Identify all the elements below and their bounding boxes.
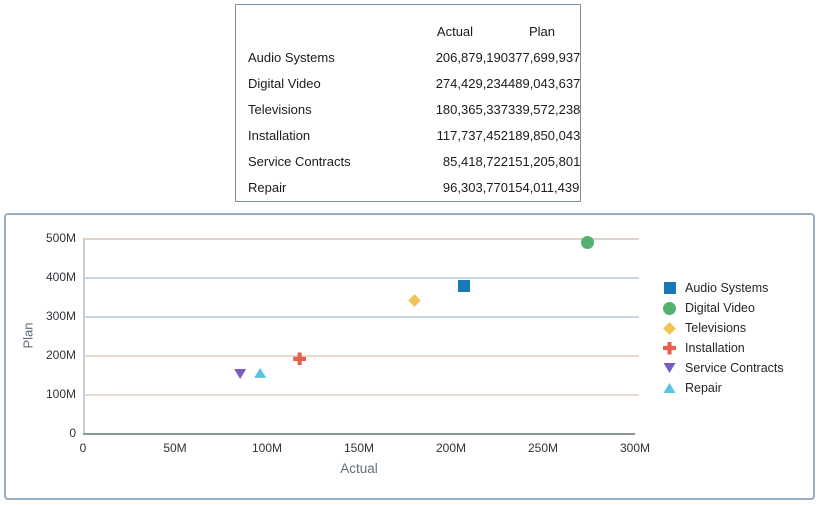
header-spacer: [236, 19, 402, 45]
x-axis-line: [83, 433, 635, 435]
x-tick-label: 150M: [343, 441, 375, 455]
y-tick-label: 400M: [45, 270, 76, 284]
plan-value: 339,572,238: [508, 102, 581, 117]
legend: Audio Systems Digital Video Televisions Ins…: [663, 278, 784, 398]
diamond-icon: [663, 321, 676, 335]
y-tick-label: 200M: [45, 348, 76, 362]
y-tick-label: 0: [69, 426, 76, 440]
data-point-installation[interactable]: [293, 352, 307, 366]
data-point-televisions[interactable]: [408, 294, 422, 307]
data-point-service-contracts[interactable]: [234, 369, 247, 380]
actual-value: 96,303,770: [442, 180, 508, 195]
legend-item-service-contracts[interactable]: Service Contracts: [663, 358, 784, 378]
legend-item-repair[interactable]: Repair: [663, 378, 784, 398]
scatter-chart-panel: 0 100M 200M 300M 400M 500M 0 50M 100M 150M 200M 25…: [4, 213, 815, 500]
gridline-300m: [83, 316, 639, 318]
legend-item-installation[interactable]: Installation: [663, 338, 784, 358]
actual-value: 206,879,190: [435, 50, 508, 65]
plan-value: 377,699,937: [508, 50, 581, 65]
column-header-actual: Actual: [436, 24, 474, 39]
row-label: Repair: [248, 180, 287, 195]
summary-table: Actual Plan Audio Systems 206,879,190 377,…: [236, 19, 580, 201]
triangle-down-icon: [663, 362, 676, 375]
legend-label: Installation: [685, 341, 745, 355]
plus-icon: [663, 341, 676, 355]
x-tick-label: 200M: [435, 441, 467, 455]
legend-label: Audio Systems: [685, 281, 769, 295]
legend-label: Digital Video: [685, 301, 755, 315]
actual-value: 85,418,722: [442, 154, 508, 169]
gridline-500m: [83, 238, 639, 240]
table-header-row: Actual Plan: [236, 19, 580, 45]
legend-item-digital-video[interactable]: Digital Video: [663, 298, 784, 318]
table-row: Audio Systems 206,879,190 377,699,937: [236, 45, 580, 71]
legend-item-audio-systems[interactable]: Audio Systems: [663, 278, 784, 298]
legend-label: Service Contracts: [685, 361, 784, 375]
row-label: Televisions: [248, 102, 312, 117]
column-header-plan: Plan: [528, 24, 556, 39]
table-row: Digital Video 274,429,234 489,043,637: [236, 71, 580, 97]
x-tick-label: 100M: [251, 441, 283, 455]
x-axis-title: Actual: [340, 461, 378, 476]
gridline-400m: [83, 277, 639, 279]
actual-value: 117,737,452: [436, 128, 508, 143]
legend-label: Televisions: [685, 321, 747, 335]
summary-table-panel: Actual Plan Audio Systems 206,879,190 377,…: [235, 4, 581, 202]
y-tick-label: 100M: [45, 387, 76, 401]
data-point-digital-video[interactable]: [581, 235, 595, 249]
table-row: Repair 96,303,770 154,011,439: [236, 175, 580, 201]
row-label: Digital Video: [248, 76, 321, 91]
row-label: Audio Systems: [248, 50, 335, 65]
y-tick-label: 500M: [45, 231, 76, 245]
circle-icon: [663, 301, 676, 315]
data-point-audio-systems[interactable]: [457, 279, 470, 292]
x-tick-label: 0: [79, 441, 87, 455]
gridline-200m: [83, 355, 639, 357]
plot-area: [83, 235, 635, 433]
table-row: Televisions 180,365,337 339,572,238: [236, 97, 580, 123]
actual-value: 180,365,337: [435, 102, 508, 117]
x-tick-label: 250M: [527, 441, 559, 455]
gridline-100m: [83, 394, 639, 396]
legend-label: Repair: [685, 381, 722, 395]
plan-value: 189,850,043: [508, 128, 581, 143]
y-axis-line: [83, 238, 85, 433]
row-label: Installation: [248, 128, 311, 143]
plan-value: 489,043,637: [508, 76, 581, 91]
plan-value: 151,205,801: [508, 154, 581, 169]
y-axis-title: Plan: [20, 322, 36, 349]
y-tick-label: 300M: [45, 309, 76, 323]
legend-item-televisions[interactable]: Televisions: [663, 318, 784, 338]
square-icon: [663, 282, 676, 295]
actual-value: 274,429,234: [435, 76, 508, 91]
data-point-repair[interactable]: [254, 367, 267, 378]
triangle-up-icon: [663, 382, 676, 395]
table-row: Installation 117,737,452 189,850,043: [236, 123, 580, 149]
plan-value: 154,011,439: [508, 180, 580, 195]
row-label: Service Contracts: [248, 154, 351, 169]
x-tick-label: 300M: [619, 441, 651, 455]
table-row: Service Contracts 85,418,722 151,205,801: [236, 149, 580, 175]
x-tick-label: 50M: [163, 441, 187, 455]
